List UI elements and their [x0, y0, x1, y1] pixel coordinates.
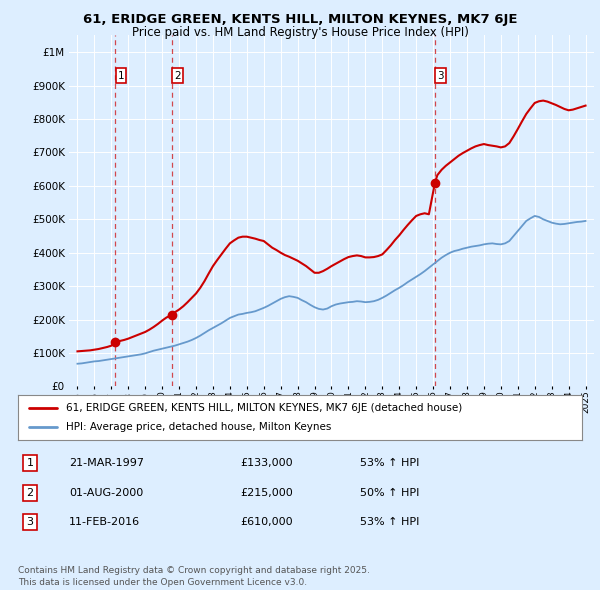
Text: 61, ERIDGE GREEN, KENTS HILL, MILTON KEYNES, MK7 6JE (detached house): 61, ERIDGE GREEN, KENTS HILL, MILTON KEY…	[66, 403, 462, 412]
Text: Contains HM Land Registry data © Crown copyright and database right 2025.
This d: Contains HM Land Registry data © Crown c…	[18, 566, 370, 587]
Text: 53% ↑ HPI: 53% ↑ HPI	[360, 458, 419, 468]
Text: HPI: Average price, detached house, Milton Keynes: HPI: Average price, detached house, Milt…	[66, 422, 331, 432]
Text: 21-MAR-1997: 21-MAR-1997	[69, 458, 144, 468]
Text: 61, ERIDGE GREEN, KENTS HILL, MILTON KEYNES, MK7 6JE: 61, ERIDGE GREEN, KENTS HILL, MILTON KEY…	[83, 13, 517, 26]
Text: 2: 2	[175, 71, 181, 80]
Text: 3: 3	[437, 71, 444, 80]
Text: 1: 1	[26, 458, 34, 468]
Text: 53% ↑ HPI: 53% ↑ HPI	[360, 517, 419, 527]
Text: £215,000: £215,000	[240, 488, 293, 497]
Text: 1: 1	[118, 71, 124, 80]
Text: Price paid vs. HM Land Registry's House Price Index (HPI): Price paid vs. HM Land Registry's House …	[131, 26, 469, 39]
Text: 01-AUG-2000: 01-AUG-2000	[69, 488, 143, 497]
Text: 2: 2	[26, 488, 34, 497]
Text: £610,000: £610,000	[240, 517, 293, 527]
Text: £133,000: £133,000	[240, 458, 293, 468]
Text: 11-FEB-2016: 11-FEB-2016	[69, 517, 140, 527]
Text: 3: 3	[26, 517, 34, 527]
Text: 50% ↑ HPI: 50% ↑ HPI	[360, 488, 419, 497]
